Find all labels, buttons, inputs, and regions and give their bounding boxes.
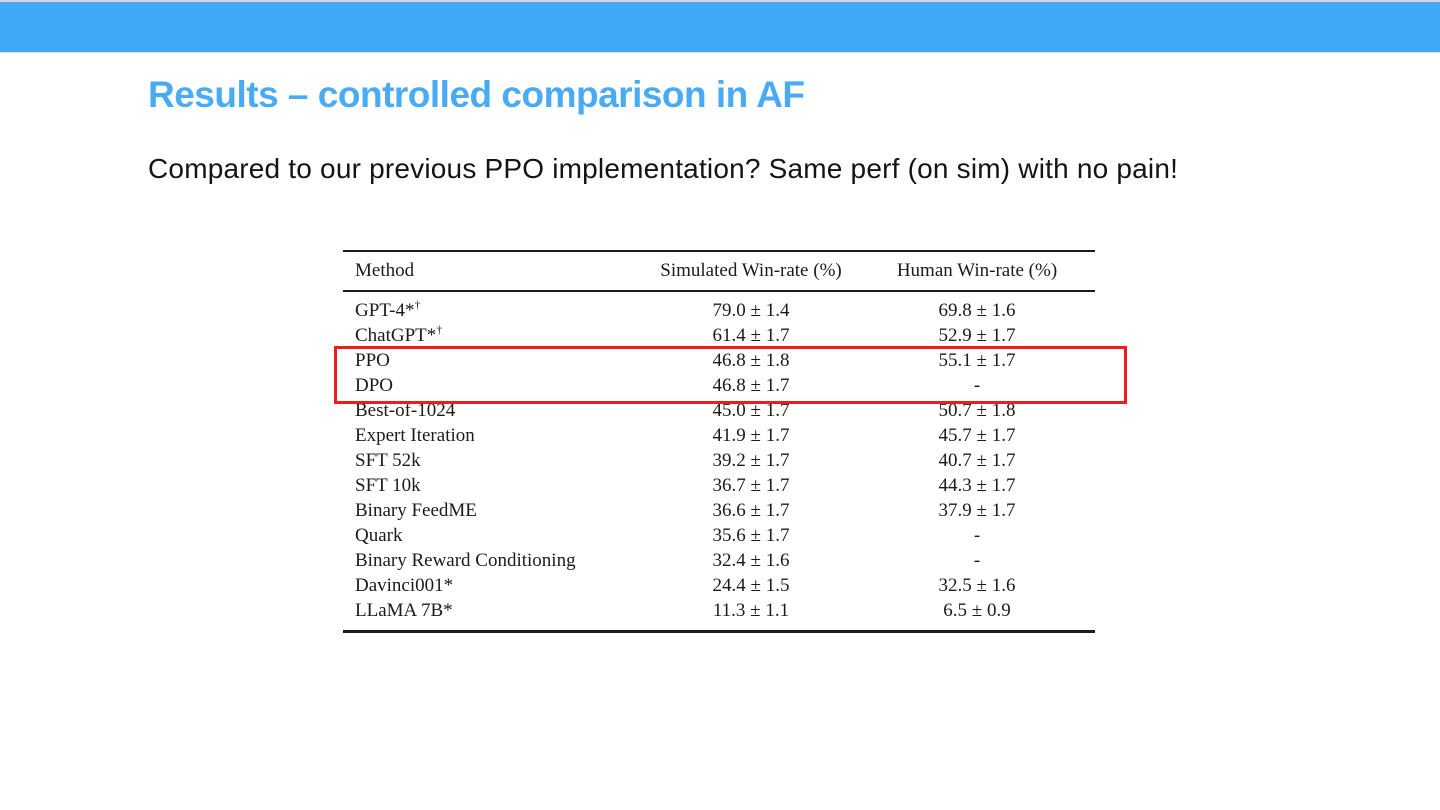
table-row: Quark 35.6 ± 1.7 -	[343, 523, 1095, 548]
method-dagger-marker: †	[414, 297, 421, 312]
method-label: Binary FeedME	[355, 499, 477, 521]
human-winrate-cell: -	[973, 524, 981, 546]
method-label: GPT-4*	[355, 299, 415, 321]
method-label: Best-of-1024	[355, 399, 456, 421]
slide-subtitle: Compared to our previous PPO implementat…	[148, 153, 1179, 184]
table-row: Binary Reward Conditioning 32.4 ± 1.6 -	[343, 548, 1095, 573]
human-winrate-cell: 69.8 ± 1.6	[938, 299, 1016, 321]
simulated-winrate-cell: 79.0 ± 1.4	[712, 299, 790, 321]
human-winrate-cell: 52.9 ± 1.7	[938, 324, 1016, 346]
method-label: Quark	[355, 524, 403, 546]
method-label: SFT 10k	[355, 474, 421, 496]
table-row: ChatGPT*† 61.4 ± 1.7 52.9 ± 1.7	[343, 323, 1095, 348]
method-cell: ChatGPT*†	[343, 322, 643, 347]
method-cell: GPT-4*†	[343, 297, 643, 322]
table-row: Davinci001* 24.4 ± 1.5 32.5 ± 1.6	[343, 573, 1095, 598]
results-table: Method Simulated Win-rate (%) Human Win-…	[343, 250, 1095, 633]
top-accent-bar	[0, 2, 1440, 53]
method-cell: PPO	[343, 350, 643, 372]
human-winrate-cell: 32.5 ± 1.6	[938, 574, 1016, 596]
method-cell: Davinci001*	[343, 575, 643, 597]
method-label: ChatGPT*	[355, 324, 437, 346]
method-cell: Binary Reward Conditioning	[343, 550, 643, 572]
table-row: Best-of-1024 45.0 ± 1.7 50.7 ± 1.8	[343, 398, 1095, 423]
slide-top-edge	[0, 0, 1440, 2]
method-cell: SFT 52k	[343, 450, 643, 472]
simulated-winrate-cell: 24.4 ± 1.5	[712, 574, 790, 596]
human-winrate-cell: 37.9 ± 1.7	[938, 499, 1016, 521]
slide-title: Results – controlled comparison in AF	[148, 74, 805, 115]
method-cell: Best-of-1024	[343, 400, 643, 422]
method-label: DPO	[355, 374, 394, 396]
method-cell: DPO	[343, 375, 643, 397]
method-label: PPO	[355, 349, 390, 371]
method-cell: Binary FeedME	[343, 500, 643, 522]
simulated-winrate-cell: 32.4 ± 1.6	[712, 549, 790, 571]
table-row: GPT-4*† 79.0 ± 1.4 69.8 ± 1.6	[343, 298, 1095, 323]
simulated-winrate-cell: 46.8 ± 1.7	[712, 374, 790, 396]
method-cell: LLaMA 7B*	[343, 600, 643, 622]
human-winrate-cell: 50.7 ± 1.8	[938, 399, 1016, 421]
table-row: DPO 46.8 ± 1.7 -	[343, 373, 1095, 398]
table-row: Expert Iteration 41.9 ± 1.7 45.7 ± 1.7	[343, 423, 1095, 448]
human-winrate-cell: 40.7 ± 1.7	[938, 449, 1016, 471]
human-winrate-cell: 6.5 ± 0.9	[943, 599, 1011, 621]
simulated-winrate-cell: 35.6 ± 1.7	[712, 524, 790, 546]
simulated-winrate-cell: 45.0 ± 1.7	[712, 399, 790, 421]
method-cell: Expert Iteration	[343, 425, 643, 447]
method-label: Binary Reward Conditioning	[355, 549, 576, 571]
table-row: Binary FeedME 36.6 ± 1.7 37.9 ± 1.7	[343, 498, 1095, 523]
table-row: PPO 46.8 ± 1.8 55.1 ± 1.7	[343, 348, 1095, 373]
simulated-winrate-cell: 46.8 ± 1.8	[712, 349, 790, 371]
human-winrate-cell: 55.1 ± 1.7	[938, 349, 1016, 371]
column-header-simulated-winrate: Simulated Win-rate (%)	[660, 260, 842, 281]
method-label: Expert Iteration	[355, 424, 475, 446]
human-winrate-cell: -	[973, 549, 981, 571]
column-header-human-winrate: Human Win-rate (%)	[896, 260, 1058, 281]
table-body: GPT-4*† 79.0 ± 1.4 69.8 ± 1.6 ChatGPT*† …	[343, 292, 1095, 630]
method-label: SFT 52k	[355, 449, 421, 471]
human-winrate-cell: 45.7 ± 1.7	[938, 424, 1016, 446]
simulated-winrate-cell: 36.7 ± 1.7	[712, 474, 790, 496]
method-dagger-marker: †	[436, 322, 443, 337]
simulated-winrate-cell: 36.6 ± 1.7	[712, 499, 790, 521]
table-row: SFT 10k 36.7 ± 1.7 44.3 ± 1.7	[343, 473, 1095, 498]
simulated-winrate-cell: 61.4 ± 1.7	[712, 324, 790, 346]
table-row: LLaMA 7B* 11.3 ± 1.1 6.5 ± 0.9	[343, 598, 1095, 623]
table-row: SFT 52k 39.2 ± 1.7 40.7 ± 1.7	[343, 448, 1095, 473]
table-header-row: Method Simulated Win-rate (%) Human Win-…	[343, 252, 1095, 292]
human-winrate-cell: -	[973, 374, 981, 396]
simulated-winrate-cell: 41.9 ± 1.7	[712, 424, 790, 446]
simulated-winrate-cell: 11.3 ± 1.1	[712, 599, 790, 621]
method-label: Davinci001*	[355, 574, 454, 596]
simulated-winrate-cell: 39.2 ± 1.7	[712, 449, 790, 471]
method-cell: SFT 10k	[343, 475, 643, 497]
human-winrate-cell: 44.3 ± 1.7	[938, 474, 1016, 496]
method-label: LLaMA 7B*	[355, 599, 453, 621]
column-header-method: Method	[355, 260, 415, 281]
method-cell: Quark	[343, 525, 643, 547]
